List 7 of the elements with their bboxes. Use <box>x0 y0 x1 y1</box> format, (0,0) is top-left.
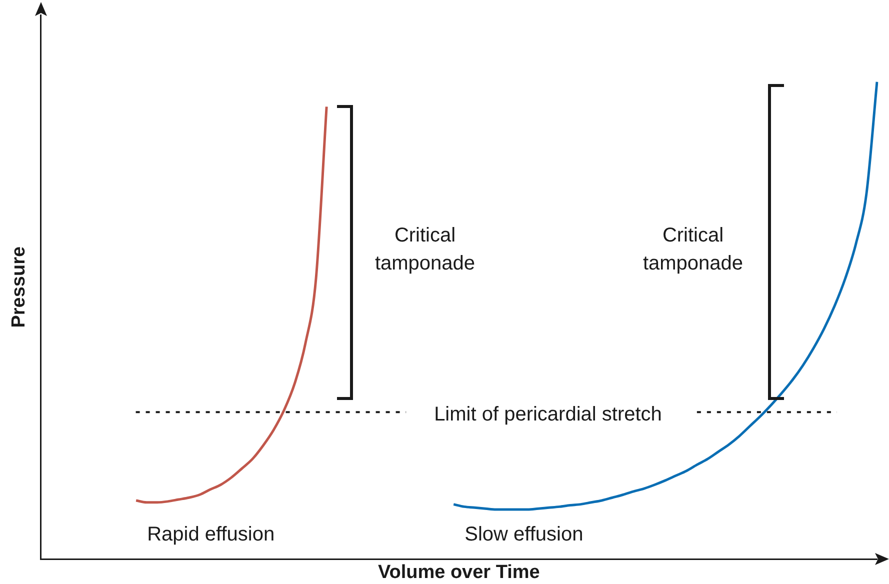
series-label: Rapid effusion <box>147 524 275 546</box>
ref-line-label: Limit of pericardial stretch <box>434 404 662 426</box>
annotation: Critical tamponade <box>642 224 744 275</box>
y-axis-title: Pressure <box>8 246 30 328</box>
series-label: Slow effusion <box>464 524 584 546</box>
x-axis-title: Volume over Time <box>378 562 540 583</box>
annotation: Critical tamponade <box>374 224 476 275</box>
